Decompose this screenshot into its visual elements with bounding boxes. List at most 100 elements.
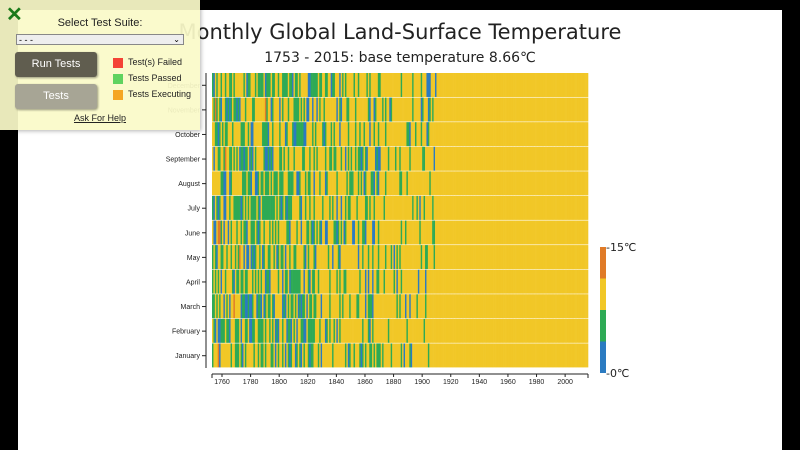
heatmap-cell [493, 343, 496, 368]
heatmap-cell [347, 343, 350, 368]
heatmap-cell [269, 146, 271, 171]
heatmap-cell [449, 97, 452, 122]
heatmap-cell [480, 122, 483, 147]
heatmap-cell [547, 97, 550, 122]
heatmap-cell [337, 318, 340, 343]
heatmap-cell [582, 73, 585, 97]
heatmap-cell [432, 318, 434, 343]
heatmap-cell [423, 97, 426, 122]
heatmap-cell [576, 318, 579, 343]
heatmap-cell [256, 97, 259, 122]
close-icon[interactable]: ✕ [6, 4, 23, 26]
heatmap-cell [487, 318, 490, 343]
heatmap-cell [576, 343, 579, 368]
heatmap-cell [396, 294, 399, 319]
heatmap-cell [337, 245, 340, 270]
heatmap-cell [405, 269, 407, 294]
heatmap-cell [433, 195, 436, 220]
heatmap-cell [495, 269, 497, 294]
heatmap-cell [485, 318, 487, 343]
heatmap-cell [416, 269, 419, 294]
heatmap-cell [523, 343, 526, 368]
heatmap-cell [384, 343, 387, 368]
heatmap-cell [336, 318, 339, 343]
heatmap-cell [370, 195, 373, 220]
heatmap-cell [350, 195, 353, 220]
heatmap-cell [263, 97, 266, 122]
heatmap-cell [364, 122, 367, 147]
heatmap-cell [496, 245, 499, 270]
heatmap-cell [353, 220, 356, 245]
heatmap-cell [320, 343, 323, 368]
heatmap-cell [369, 122, 371, 147]
heatmap-cell [222, 97, 224, 122]
heatmap-cell [505, 97, 507, 122]
heatmap-cell [219, 294, 221, 319]
heatmap-cell [402, 269, 404, 294]
heatmap-cell [555, 269, 557, 294]
heatmap-cell [562, 318, 564, 343]
heatmap-cell [227, 195, 230, 220]
heatmap-cell [450, 220, 453, 245]
heatmap-cell [527, 294, 530, 319]
heatmap-cell [377, 318, 380, 343]
heatmap-cell [269, 73, 271, 97]
ask-for-help-link[interactable]: Ask For Help [73, 113, 126, 123]
heatmap-cell [456, 195, 459, 220]
heatmap-cell [232, 318, 234, 343]
heatmap-cell [516, 318, 519, 343]
heatmap-cell [314, 97, 317, 122]
heatmap-cell [312, 195, 314, 220]
heatmap-cell [269, 220, 271, 245]
heatmap-cell [320, 318, 323, 343]
heatmap-cell [342, 269, 344, 294]
heatmap-cell [573, 195, 576, 220]
heatmap-cell [459, 122, 462, 147]
heatmap-cell [269, 171, 271, 196]
heatmap-cell [523, 318, 526, 343]
heatmap-cell [382, 146, 384, 171]
heatmap-cell [363, 294, 366, 319]
heatmap-cell [480, 220, 483, 245]
heatmap-cell [493, 146, 496, 171]
heatmap-cell [417, 171, 420, 196]
heatmap-cell [244, 269, 247, 294]
run-tests-button[interactable]: Run Tests [15, 52, 97, 77]
heatmap-cell [429, 318, 432, 343]
heatmap-cell [547, 220, 550, 245]
heatmap-cell [240, 269, 243, 294]
heatmap-cell [314, 269, 317, 294]
heatmap-cell [264, 146, 267, 171]
tests-button[interactable]: Tests [15, 84, 97, 109]
heatmap-cell [525, 171, 527, 196]
heatmap-cell [507, 269, 510, 294]
heatmap-cell [449, 294, 452, 319]
heatmap-cell [415, 97, 417, 122]
heatmap-cell [232, 146, 234, 171]
heatmap-cell [529, 146, 532, 171]
heatmap-cell [533, 122, 536, 147]
heatmap-cell [359, 146, 361, 171]
heatmap-cell [342, 195, 344, 220]
heatmap-cell [566, 146, 569, 171]
heatmap-cell [445, 171, 447, 196]
heatmap-cell [407, 171, 410, 196]
heatmap-cell [264, 122, 267, 147]
heatmap-cell [354, 318, 357, 343]
heatmap-cell [236, 343, 239, 368]
heatmap-cell [457, 343, 460, 368]
heatmap-cell [402, 343, 404, 368]
heatmap-cell [490, 146, 493, 171]
heatmap-cell [453, 146, 456, 171]
heatmap-cell [537, 171, 540, 196]
heatmap-cell [369, 171, 371, 196]
heatmap-cell [495, 220, 497, 245]
heatmap-cell [510, 122, 513, 147]
heatmap-cell [223, 195, 226, 220]
heatmap-cell [326, 97, 329, 122]
heatmap-cell [409, 195, 412, 220]
test-suite-select[interactable]: - - - ⌄ [16, 34, 184, 45]
heatmap-cell [276, 195, 279, 220]
heatmap-cell [239, 195, 241, 220]
heatmap-cell [540, 73, 543, 97]
